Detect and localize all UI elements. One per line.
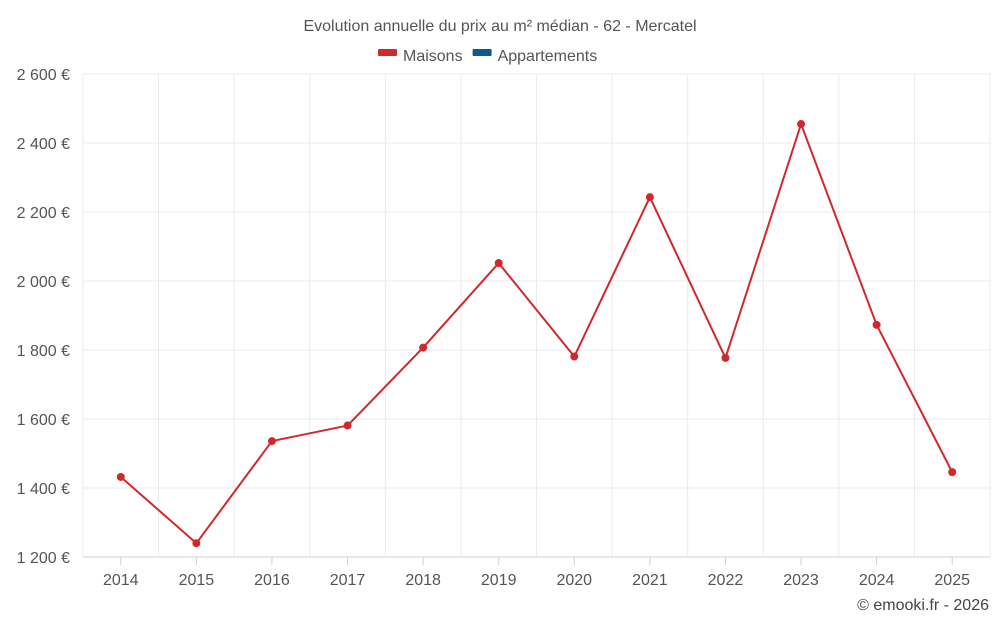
legend-label: Appartements [498, 48, 598, 65]
data-point[interactable] [721, 353, 730, 362]
chart-title: Evolution annuelle du prix au m² médian … [303, 18, 696, 35]
series-layer [116, 120, 957, 548]
series-line [120, 123, 954, 545]
y-axis: 1 200 € 1 400 € 1 600 € 1 800 € 2 000 € 2 200… [17, 67, 70, 567]
y-tick-label: 1 200 € [17, 550, 70, 567]
legend[interactable]: Maisons Appartements [378, 48, 597, 65]
data-point[interactable] [116, 472, 125, 481]
x-tick-label: 2022 [708, 572, 744, 589]
data-point[interactable] [797, 120, 806, 129]
data-point[interactable] [267, 437, 276, 446]
y-tick-label: 1 800 € [17, 343, 70, 360]
y-tick-label: 1 400 € [17, 481, 70, 498]
y-tick-label: 2 000 € [17, 274, 70, 291]
data-point[interactable] [948, 468, 957, 477]
x-tick-label: 2019 [481, 572, 517, 589]
legend-swatch [472, 49, 492, 56]
x-tick-label: 2018 [405, 572, 441, 589]
y-tick-label: 2 400 € [17, 136, 70, 153]
y-tick-label: 2 200 € [17, 205, 70, 222]
legend-item[interactable]: Appartements [472, 48, 598, 65]
data-point[interactable] [192, 539, 201, 548]
gridlines [82, 73, 991, 558]
data-point[interactable] [570, 352, 579, 361]
data-point[interactable] [645, 193, 654, 202]
x-tick-label: 2014 [103, 572, 139, 589]
x-tick-label: 2020 [556, 572, 592, 589]
data-point[interactable] [343, 421, 352, 430]
x-tick-label: 2017 [330, 572, 366, 589]
y-tick-label: 2 600 € [17, 67, 70, 84]
x-tick-label: 2023 [783, 572, 819, 589]
legend-swatch [378, 49, 397, 56]
data-point[interactable] [419, 343, 428, 352]
data-point[interactable] [494, 259, 503, 268]
x-tick-label: 2024 [859, 572, 895, 589]
x-tick-label: 2015 [179, 572, 215, 589]
x-tick-label: 2021 [632, 572, 668, 589]
y-tick-label: 1 600 € [17, 412, 70, 429]
legend-item[interactable]: Maisons [378, 48, 463, 65]
x-axis: 2014 2015 2016 2017 2018 2019 2020 2021 2022 2023… [103, 557, 970, 589]
legend-label: Maisons [403, 48, 463, 65]
credit-text: © emooki.fr - 2026 [857, 597, 989, 614]
data-point[interactable] [872, 320, 881, 329]
x-tick-label: 2025 [934, 572, 970, 589]
x-tick-label: 2016 [254, 572, 290, 589]
